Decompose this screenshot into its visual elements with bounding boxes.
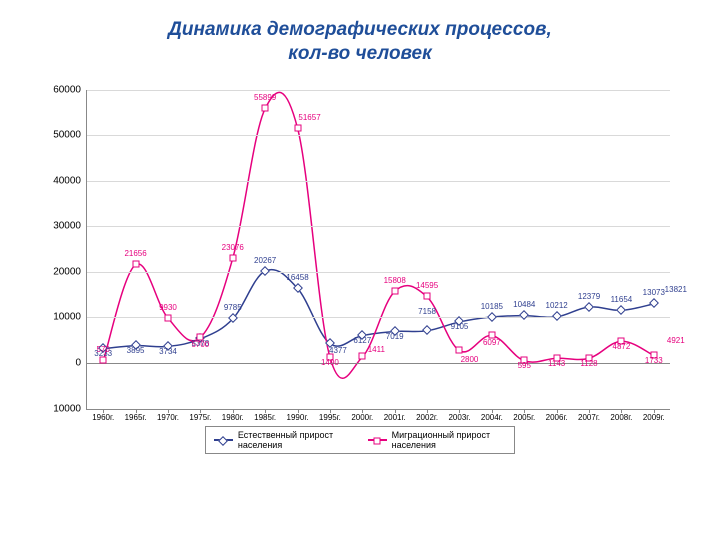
data-label: 7019	[386, 332, 404, 343]
x-axis-label: 1990г.	[287, 409, 309, 422]
x-axis-label: 2004г.	[481, 409, 503, 422]
x-axis-label: 2003г.	[448, 409, 470, 422]
data-marker	[229, 254, 236, 261]
x-axis-label: 1970г.	[157, 409, 179, 422]
data-label: 3895	[127, 346, 145, 357]
x-axis-label: 2001г.	[384, 409, 406, 422]
data-label: 7158	[418, 307, 436, 318]
data-label: 3734	[159, 347, 177, 358]
data-label: 4872	[613, 342, 631, 353]
data-label: 51657	[298, 113, 320, 124]
x-axis-label: 2006г.	[546, 409, 568, 422]
y-axis-label: 30000	[53, 221, 87, 232]
y-axis-label: 10000	[53, 403, 87, 414]
data-marker	[294, 124, 301, 131]
x-axis-label: 2005г.	[513, 409, 535, 422]
data-label: 21656	[124, 249, 146, 260]
data-label: 10185	[481, 302, 503, 313]
chart-container: 1000001000020000300004000050000600001960…	[50, 90, 670, 450]
y-axis-label: 0	[75, 357, 87, 368]
data-label: 55899	[254, 93, 276, 104]
x-axis-label: 1965г.	[125, 409, 147, 422]
chart-title: Динамика демографических процессов, кол-…	[0, 0, 720, 66]
data-label: 20267	[254, 256, 276, 267]
y-axis-label: 20000	[53, 266, 87, 277]
data-label: 570	[97, 345, 110, 356]
data-label: 23076	[222, 243, 244, 254]
legend-item: Миграционный прирост населения	[368, 430, 506, 450]
x-axis-label: 2002г.	[416, 409, 438, 422]
data-label: 2800	[461, 355, 479, 366]
data-label: 12379	[578, 292, 600, 303]
data-label: 1128	[580, 359, 597, 370]
x-axis-label: 2007г.	[578, 409, 600, 422]
data-marker	[456, 347, 463, 354]
data-marker	[164, 314, 171, 321]
x-axis-label: 2009г.	[643, 409, 665, 422]
title-line-2: кол-во человек	[288, 43, 432, 64]
y-axis-label: 10000	[53, 312, 87, 323]
x-axis-label: 1995г.	[319, 409, 341, 422]
legend-item: Естественный прирост населения	[214, 430, 350, 450]
data-label: 16458	[286, 273, 308, 284]
legend-label: Миграционный прирост населения	[392, 430, 506, 450]
plot-area: 1000001000020000300004000050000600001960…	[86, 90, 670, 410]
x-axis-label: 2000г.	[351, 409, 373, 422]
data-label: 9930	[159, 303, 177, 314]
data-marker	[262, 105, 269, 112]
x-axis-label: 1975г.	[189, 409, 211, 422]
data-label: 10212	[546, 301, 568, 312]
data-label: 9785	[224, 303, 242, 314]
data-label: 1733	[645, 356, 663, 367]
data-label: 13821	[665, 285, 687, 296]
data-marker	[100, 357, 107, 364]
legend: Естественный прирост населения Миграционн…	[205, 426, 515, 454]
data-label: 15808	[384, 276, 406, 287]
data-label: 595	[518, 361, 531, 372]
data-label: 11654	[611, 295, 633, 306]
x-axis-label: 1960г.	[92, 409, 114, 422]
data-marker	[132, 261, 139, 268]
data-marker	[424, 293, 431, 300]
data-label: 10484	[513, 300, 535, 311]
data-label: 9105	[451, 322, 469, 333]
data-label: 5700	[191, 340, 209, 351]
data-label: 1400	[321, 358, 339, 369]
y-axis-label: 60000	[53, 84, 87, 95]
y-axis-label: 50000	[53, 130, 87, 141]
data-label: 4921	[667, 336, 685, 347]
x-axis-label: 1985г.	[254, 409, 276, 422]
y-axis-label: 40000	[53, 175, 87, 186]
x-axis-label: 2008г.	[610, 409, 632, 422]
data-label: 1411	[368, 345, 385, 356]
data-label: 1143	[548, 359, 565, 370]
data-marker	[391, 287, 398, 294]
x-axis-label: 1980г.	[222, 409, 244, 422]
data-label: 14595	[416, 281, 438, 292]
data-label: 13073	[643, 288, 665, 299]
data-label: 6097	[483, 338, 501, 349]
title-line-1: Динамика демографических процессов,	[168, 19, 552, 40]
data-marker	[359, 353, 366, 360]
legend-label: Естественный прирост населения	[238, 430, 350, 450]
